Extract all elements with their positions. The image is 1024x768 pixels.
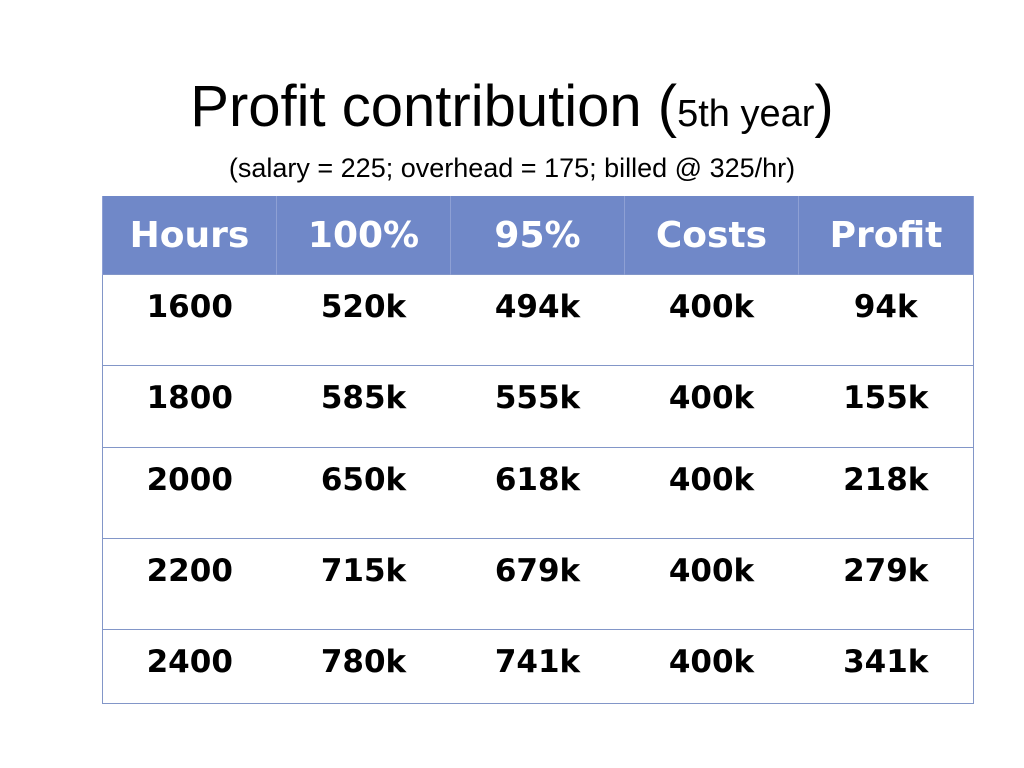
cell-100-percent: 585k	[276, 365, 451, 448]
table-row: 2000 650k 618k 400k 218k	[102, 447, 974, 539]
header-100-percent: 100%	[276, 196, 451, 275]
title-main: Profit contribution (	[190, 74, 678, 139]
cell-95-percent: 679k	[450, 538, 625, 630]
table-row: 2200 715k 679k 400k 279k	[102, 538, 974, 630]
cell-95-percent: 555k	[450, 365, 625, 448]
slide-subtitle: (salary = 225; overhead = 175; billed @ …	[228, 153, 796, 183]
header-profit: Profit	[798, 196, 974, 275]
cell-profit: 218k	[798, 447, 974, 539]
cell-costs: 400k	[624, 274, 799, 366]
title-block: Profit contribution (5th year) (salary =…	[0, 72, 1024, 185]
profit-table: Hours 100% 95% Costs Profit 1600 520k 49…	[102, 196, 974, 704]
cell-100-percent: 650k	[276, 447, 451, 539]
cell-100-percent: 520k	[276, 274, 451, 366]
cell-profit: 155k	[798, 365, 974, 448]
slide-title: Profit contribution (5th year)	[0, 72, 1024, 149]
cell-100-percent: 780k	[276, 629, 451, 704]
cell-95-percent: 618k	[450, 447, 625, 539]
table-row: 2400 780k 741k 400k 341k	[102, 629, 974, 704]
table-row: 1600 520k 494k 400k 94k	[102, 274, 974, 366]
cell-profit: 279k	[798, 538, 974, 630]
cell-hours: 2200	[102, 538, 277, 630]
title-close: )	[814, 74, 834, 139]
cell-95-percent: 494k	[450, 274, 625, 366]
header-hours: Hours	[102, 196, 277, 275]
cell-hours: 2000	[102, 447, 277, 539]
cell-hours: 2400	[102, 629, 277, 704]
cell-hours: 1800	[102, 365, 277, 448]
cell-profit: 94k	[798, 274, 974, 366]
cell-costs: 400k	[624, 365, 799, 448]
title-year: 5th year	[677, 93, 815, 135]
table-row: 1800 585k 555k 400k 155k	[102, 365, 974, 448]
cell-costs: 400k	[624, 447, 799, 539]
cell-costs: 400k	[624, 538, 799, 630]
cell-costs: 400k	[624, 629, 799, 704]
cell-95-percent: 741k	[450, 629, 625, 704]
cell-profit: 341k	[798, 629, 974, 704]
header-costs: Costs	[624, 196, 799, 275]
cell-hours: 1600	[102, 274, 277, 366]
header-95-percent: 95%	[450, 196, 625, 275]
table-header-row: Hours 100% 95% Costs Profit	[102, 196, 974, 275]
cell-100-percent: 715k	[276, 538, 451, 630]
